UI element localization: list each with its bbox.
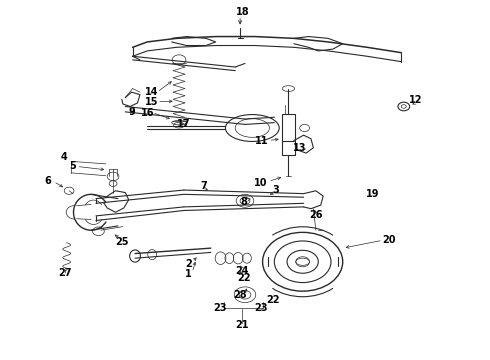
Text: 8: 8 [241, 197, 247, 207]
Text: 1: 1 [185, 269, 192, 279]
Text: 22: 22 [267, 295, 280, 305]
Text: 25: 25 [115, 237, 128, 247]
Text: 20: 20 [382, 235, 396, 245]
Text: 21: 21 [235, 320, 248, 330]
Text: 7: 7 [200, 181, 207, 192]
Text: 19: 19 [366, 189, 380, 199]
Text: 4: 4 [61, 152, 68, 162]
Text: 23: 23 [213, 303, 226, 313]
Text: 17: 17 [177, 120, 191, 129]
Text: 6: 6 [45, 176, 51, 186]
Text: 2: 2 [185, 258, 192, 269]
Text: 26: 26 [309, 210, 322, 220]
Text: 10: 10 [254, 178, 268, 188]
Text: 18: 18 [236, 7, 249, 17]
Text: 5: 5 [70, 161, 76, 171]
Text: 9: 9 [128, 107, 135, 117]
Text: 23: 23 [254, 303, 268, 313]
Text: 27: 27 [58, 268, 72, 278]
Text: 3: 3 [272, 185, 279, 195]
Text: 22: 22 [237, 273, 251, 283]
Text: 13: 13 [293, 143, 306, 153]
Bar [282, 114, 295, 155]
Text: 12: 12 [409, 95, 423, 105]
Text: 24: 24 [235, 266, 249, 276]
Text: 14: 14 [146, 87, 159, 97]
Text: 15: 15 [146, 97, 159, 107]
Text: 16: 16 [141, 108, 154, 118]
Text: 11: 11 [255, 136, 269, 145]
Text: 28: 28 [233, 290, 247, 300]
